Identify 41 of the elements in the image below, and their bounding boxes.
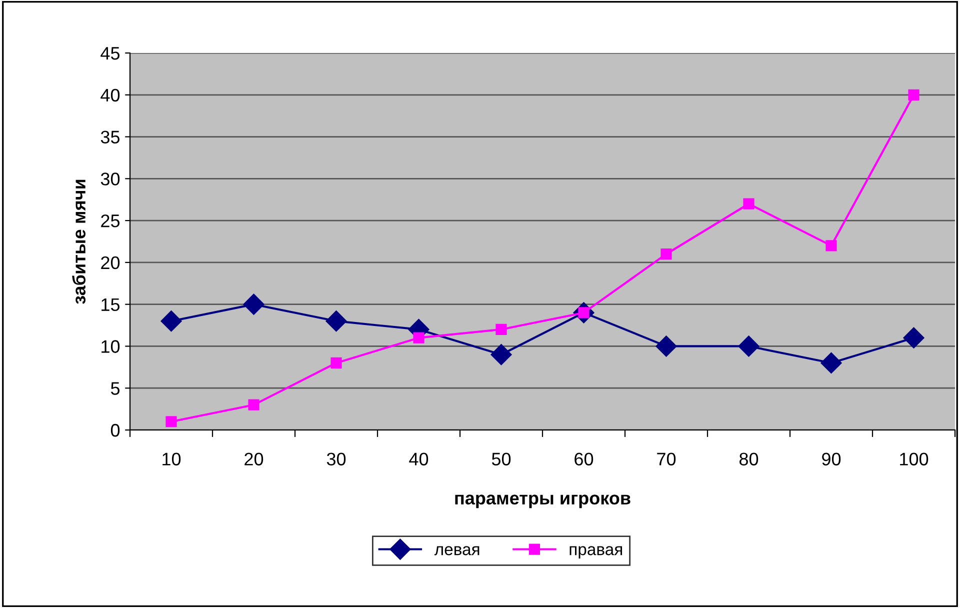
x-tick-label: 90 bbox=[822, 452, 841, 466]
y-tick-label: 0 bbox=[110, 424, 120, 437]
legend-label: правая bbox=[570, 546, 622, 559]
y-tick-label: 45 bbox=[100, 47, 120, 60]
point bbox=[166, 416, 177, 428]
x-tick-label: 20 bbox=[244, 452, 264, 466]
y-tick-label: 5 bbox=[110, 382, 120, 395]
point bbox=[826, 240, 837, 252]
point bbox=[490, 344, 512, 366]
x-tick-label: 40 bbox=[409, 452, 428, 466]
x-tick-label: 10 bbox=[162, 452, 181, 466]
point bbox=[903, 327, 924, 348]
y-tick-label: 15 bbox=[102, 298, 120, 312]
point bbox=[326, 310, 347, 332]
y-tick-label: 35 bbox=[100, 130, 120, 144]
legend-label: левая bbox=[434, 546, 480, 556]
point bbox=[738, 336, 760, 357]
x-tick-label: 100 bbox=[900, 452, 928, 466]
x-tick-label: 60 bbox=[574, 452, 594, 466]
x-tick-label: 70 bbox=[657, 452, 676, 466]
point bbox=[908, 89, 920, 100]
y-tick-label: 25 bbox=[101, 214, 120, 228]
point bbox=[248, 399, 260, 410]
point bbox=[496, 324, 507, 336]
x-tick-label: 50 bbox=[492, 452, 511, 466]
point bbox=[656, 336, 677, 357]
y-tick-label: 40 bbox=[100, 88, 120, 102]
x-tick-label: 30 bbox=[326, 452, 346, 466]
point bbox=[820, 352, 842, 374]
point bbox=[243, 294, 264, 315]
y-tick-label: 10 bbox=[102, 340, 120, 353]
x-tick-label: 80 bbox=[739, 452, 758, 466]
point bbox=[330, 357, 342, 369]
y-tick-label: 30 bbox=[100, 172, 120, 186]
point bbox=[160, 310, 182, 332]
y-axis-title: забитые мячи bbox=[72, 180, 86, 304]
point bbox=[660, 248, 672, 260]
point bbox=[413, 332, 424, 344]
x-axis-title: параметры игроков bbox=[455, 494, 630, 508]
y-tick-label: 20 bbox=[101, 256, 120, 270]
point bbox=[743, 198, 754, 210]
